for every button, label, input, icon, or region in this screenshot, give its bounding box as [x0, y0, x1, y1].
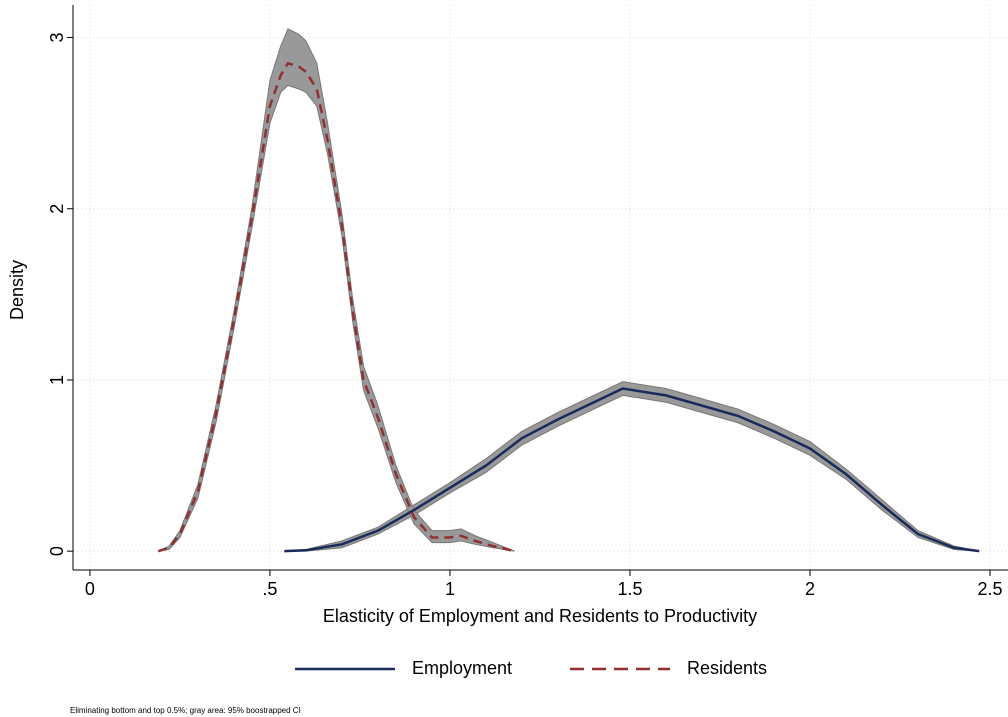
y-tick-label: 0: [47, 546, 67, 556]
x-tick-label: 2.5: [977, 579, 1002, 599]
x-tick-label: .5: [262, 579, 277, 599]
legend-label: Residents: [687, 658, 767, 678]
y-tick-label: 2: [47, 204, 67, 214]
y-axis-title: Density: [7, 260, 27, 320]
density-line: [157, 61, 516, 553]
x-tick-label: 1.5: [617, 579, 642, 599]
note: Eliminating bottom and top 0.5%; gray ar…: [70, 706, 301, 715]
x-tick-label: 1: [445, 579, 455, 599]
x-tick-label: 0: [85, 579, 95, 599]
ci-band: [158, 28, 515, 552]
y-tick-label: 3: [47, 33, 67, 43]
y-tick-label: 1: [47, 375, 67, 385]
x-tick-label: 2: [805, 579, 815, 599]
x-axis-title: Elasticity of Employment and Residents t…: [323, 606, 757, 626]
density-line: [284, 387, 980, 553]
legend-label: Employment: [412, 658, 512, 678]
